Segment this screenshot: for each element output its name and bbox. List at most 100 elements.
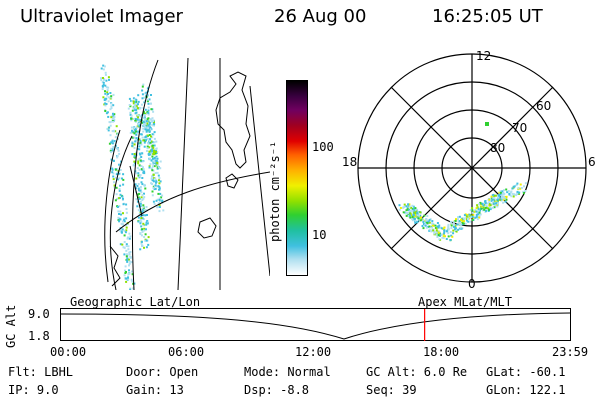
emission-pixel xyxy=(142,214,145,217)
emission-pixel xyxy=(135,127,137,130)
emission-pixel xyxy=(452,229,455,232)
emission-pixel xyxy=(110,151,113,154)
lat-label-60: 60 xyxy=(536,99,551,113)
emission-pixel xyxy=(505,195,508,198)
emission-pixel xyxy=(135,133,138,136)
emission-pixel xyxy=(452,232,455,235)
emission-pixel xyxy=(430,230,433,233)
emission-pixel xyxy=(107,86,110,89)
lat-label-70: 70 xyxy=(512,121,527,135)
emission-pixel xyxy=(125,211,128,214)
emission-pixel xyxy=(130,261,133,264)
emission-pixel xyxy=(140,103,143,106)
emission-pixel xyxy=(513,193,516,196)
emission-pixel xyxy=(113,184,116,187)
emission-pixel xyxy=(398,208,401,211)
emission-pixel xyxy=(421,217,424,220)
emission-pixel xyxy=(113,113,116,116)
emission-pixel xyxy=(501,190,504,193)
emission-pixel xyxy=(141,217,144,220)
emission-pixel xyxy=(137,103,139,106)
emission-pixel xyxy=(110,158,113,161)
emission-pixel xyxy=(502,195,505,198)
emission-pixel xyxy=(116,156,119,159)
emission-pixel xyxy=(135,172,138,175)
emission-pixel xyxy=(119,218,122,221)
emission-pixel xyxy=(106,111,109,114)
emission-pixel xyxy=(462,217,465,220)
emission-pixel xyxy=(111,149,114,152)
emission-pixel xyxy=(478,216,481,219)
emission-pixel xyxy=(133,155,136,158)
emission-pixel xyxy=(107,76,110,79)
emission-pixel xyxy=(113,159,115,162)
emission-pixel xyxy=(122,173,125,176)
emission-pixel xyxy=(145,223,148,226)
emission-pixel xyxy=(486,207,489,210)
emission-pixel xyxy=(437,234,440,237)
emission-pixel xyxy=(135,126,138,129)
emission-pixel xyxy=(156,164,159,167)
emission-pixel xyxy=(504,197,506,200)
emission-pixel xyxy=(438,238,441,241)
emission-pixel xyxy=(140,225,143,228)
emission-pixel xyxy=(491,198,494,201)
emission-pixel xyxy=(475,214,478,216)
emission-pixel xyxy=(102,96,105,99)
emission-pixel xyxy=(142,171,145,174)
time-tick-2359: 23:59 xyxy=(552,345,589,359)
emission-pixel xyxy=(118,163,121,166)
emission-pixel xyxy=(128,97,131,100)
emission-pixel xyxy=(435,229,438,232)
emission-pixel xyxy=(143,183,146,186)
emission-pixel xyxy=(469,209,472,212)
emission-pixel xyxy=(121,195,124,198)
emission-pixel xyxy=(110,141,113,144)
emission-pixel xyxy=(508,192,511,195)
emission-pixel xyxy=(120,230,123,233)
emission-pixel xyxy=(476,204,479,207)
emission-pixel xyxy=(136,131,138,134)
emission-pixel xyxy=(471,211,474,214)
emission-pixel xyxy=(110,102,113,105)
colorbar-gradient xyxy=(286,80,308,276)
emission-pixel xyxy=(125,255,128,258)
emission-pixel xyxy=(107,115,110,118)
emission-pixel xyxy=(127,258,130,261)
emission-pixel xyxy=(137,147,139,150)
emission-pixel xyxy=(115,125,118,128)
emission-pixel xyxy=(153,160,156,163)
emission-pixel xyxy=(109,97,112,100)
emission-pixel xyxy=(137,196,140,199)
emission-pixel xyxy=(140,196,143,199)
emission-pixel xyxy=(110,107,113,109)
emission-pixel xyxy=(139,141,142,144)
emission-pixel xyxy=(118,189,121,192)
emission-pixel xyxy=(128,264,130,267)
emission-pixel xyxy=(436,236,439,238)
emission-pixel xyxy=(143,192,145,195)
emission-pixel xyxy=(122,246,125,249)
emission-pixel xyxy=(142,197,145,200)
emission-pixel xyxy=(131,130,134,133)
emission-pixel xyxy=(473,210,476,213)
emission-pixel xyxy=(411,204,414,207)
emission-pixel xyxy=(444,235,446,238)
emission-pixel xyxy=(411,216,414,219)
emission-pixel xyxy=(151,194,154,197)
emission-pixel xyxy=(139,138,142,141)
emission-pixel xyxy=(155,147,158,150)
emission-pixel xyxy=(449,231,452,233)
orbit-frame xyxy=(60,308,571,341)
instrument-title: Ultraviolet Imager xyxy=(20,6,183,27)
emission-pixel xyxy=(140,156,143,158)
emission-pixel xyxy=(118,172,121,175)
emission-pixel xyxy=(435,227,438,230)
emission-pixel xyxy=(147,111,150,114)
emission-pixel xyxy=(407,215,410,218)
emission-pixel xyxy=(142,116,145,119)
emission-pixel xyxy=(112,146,115,148)
emission-pixel xyxy=(445,230,448,233)
emission-pixel xyxy=(114,141,117,144)
emission-pixel xyxy=(150,94,152,96)
